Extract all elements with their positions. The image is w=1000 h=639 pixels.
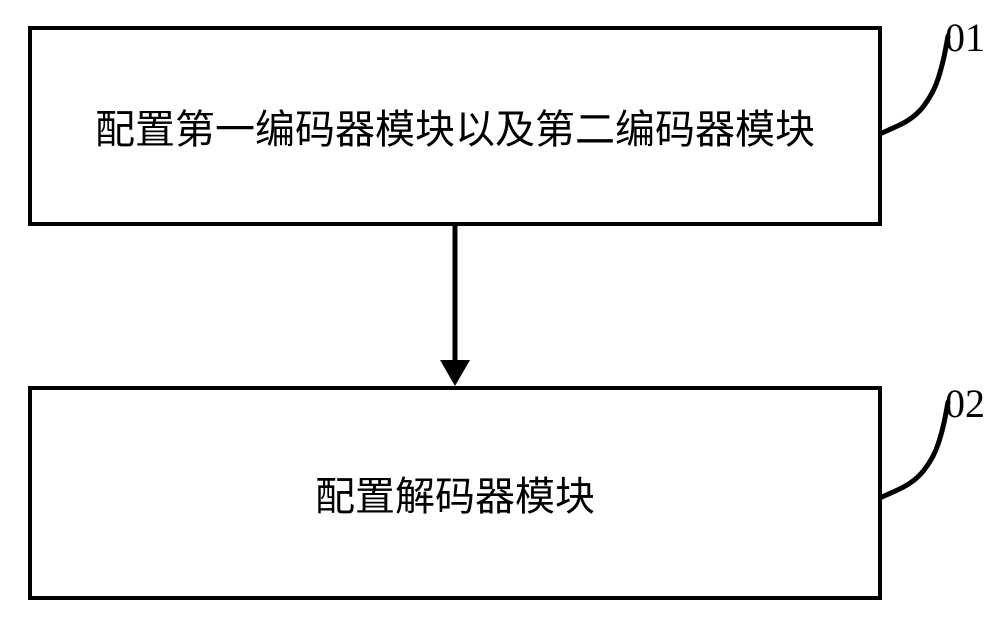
flowchart-canvas: 配置第一编码器模块以及第二编码器模块配置解码器模块 01 02 (0, 0, 1000, 639)
callout-curve-c1 (877, 31, 953, 138)
callout-curve-c2 (877, 397, 953, 502)
flow-node-n2: 配置解码器模块 (28, 386, 882, 600)
callout-label-c2: 02 (945, 380, 985, 427)
flow-edge-e1 (440, 226, 502, 388)
flow-node-label: 配置解码器模块 (315, 464, 595, 522)
callout-label-c1: 01 (945, 14, 985, 61)
flow-node-n1: 配置第一编码器模块以及第二编码器模块 (28, 26, 882, 226)
flow-node-label: 配置第一编码器模块以及第二编码器模块 (95, 97, 815, 155)
